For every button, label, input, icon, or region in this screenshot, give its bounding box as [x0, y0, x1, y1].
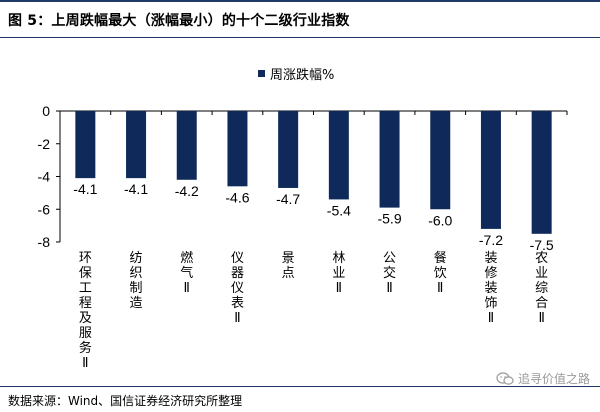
footer-rule — [0, 386, 600, 387]
data-label: -7.5 — [530, 237, 554, 253]
watermark-text: 追寻价值之路 — [517, 372, 590, 386]
y-tick-label: -6 — [38, 201, 51, 217]
legend-swatch — [258, 70, 265, 77]
x-tick-label: 燃气 Ⅱ — [180, 250, 193, 296]
data-label: -5.9 — [377, 211, 401, 227]
y-tick-label: -8 — [38, 234, 51, 250]
data-label: -5.4 — [327, 202, 351, 218]
x-tick-label: 餐饮 Ⅱ — [434, 250, 447, 296]
legend-label: 周涨跌幅% — [270, 67, 334, 83]
bar — [227, 111, 248, 187]
x-tick-label: 环保工程及服务 Ⅱ — [79, 251, 92, 371]
x-tick-label: 农业综合 Ⅱ — [535, 251, 548, 326]
y-tick-label: -4 — [38, 169, 51, 185]
data-label: -4.1 — [124, 181, 148, 197]
bar — [75, 111, 96, 179]
x-tick-label: 公交 Ⅱ — [383, 251, 396, 296]
x-tick-label: 纺织制造 — [130, 251, 143, 311]
source-note: 数据来源：Wind、国信证券经济研究所整理 — [8, 394, 243, 408]
bar — [480, 111, 501, 229]
y-tick-label: 0 — [42, 103, 50, 119]
data-label: -6.0 — [428, 212, 452, 228]
y-tick-label: -2 — [38, 136, 51, 152]
data-label: -4.7 — [276, 191, 300, 207]
x-tick-label: 林业 Ⅱ — [332, 251, 345, 296]
chart-area: 周涨跌幅% 0 -2 -4 -6 -8 -4.1 环保工程及服务 Ⅱ -4.1 纺织制造 -4.2 燃气… — [0, 38, 600, 380]
data-label: -4.2 — [175, 183, 199, 199]
wechat-icon — [496, 371, 514, 385]
bar — [379, 111, 400, 208]
x-tick-label: 景点 — [282, 251, 295, 281]
bar-chart: 周涨跌幅% 0 -2 -4 -6 -8 -4.1 环保工程及服务 Ⅱ -4.1 纺织制造 -4.2 燃气… — [38, 67, 568, 371]
figure-title: 图 5：上周跌幅最大（涨幅最小）的十个二级行业指数 — [8, 13, 350, 29]
data-label: -4.6 — [225, 189, 249, 205]
bar — [176, 111, 197, 180]
x-tick-label: 仪器仪表 Ⅱ — [231, 251, 244, 326]
x-tick-label: 装修装饰 Ⅱ — [484, 251, 497, 326]
bar — [328, 111, 349, 200]
watermark: 追寻价值之路 — [496, 370, 590, 387]
bar — [430, 111, 451, 210]
data-label: -7.2 — [479, 232, 503, 248]
bar — [278, 111, 299, 188]
title-bar: 图 5：上周跌幅最大（涨幅最小）的十个二级行业指数 — [0, 0, 600, 38]
data-label: -4.1 — [73, 181, 97, 197]
bar — [531, 111, 552, 234]
bar — [126, 111, 147, 179]
